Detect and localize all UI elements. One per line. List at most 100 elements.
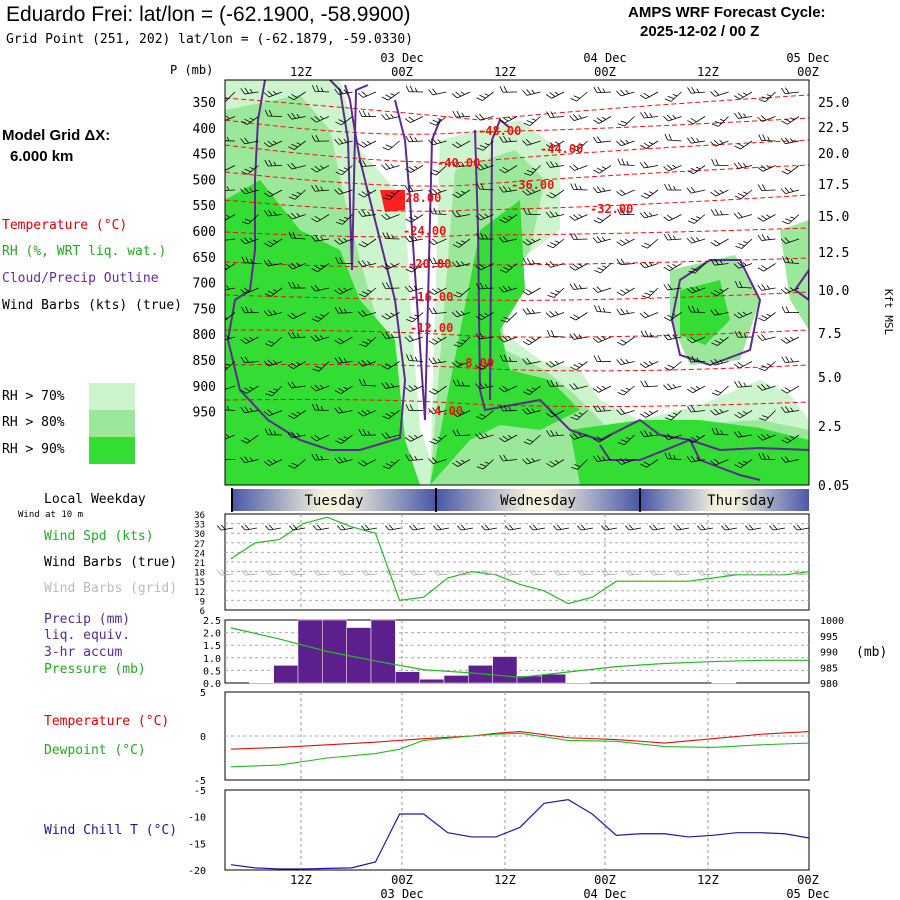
wind-barb <box>499 263 518 273</box>
bottom-date-label-2: 04 Dec <box>583 887 626 900</box>
wind-barb <box>546 459 565 468</box>
wind-barb <box>288 281 306 289</box>
wind-speed-line <box>230 516 810 605</box>
wind-barb <box>639 91 659 100</box>
wind-barb-grid <box>361 569 378 576</box>
wind-barb <box>475 432 494 440</box>
bottom-hour-label-5: 12Z <box>697 873 719 887</box>
wind-barb <box>404 285 424 293</box>
wind-barb <box>405 214 424 223</box>
wind-barb <box>240 456 259 464</box>
wind-barb <box>569 263 588 271</box>
wind-barb <box>241 434 259 444</box>
wind-barb <box>287 262 306 270</box>
wind-barb-grid <box>793 569 810 576</box>
wind-barb <box>593 116 612 124</box>
wind-barb <box>663 312 682 321</box>
wind-barb <box>710 287 729 297</box>
wind-barb-true <box>409 524 426 531</box>
wind-barb <box>381 282 400 289</box>
wind-barb <box>428 138 447 146</box>
wind-barb <box>310 165 330 173</box>
wind-barb <box>406 312 424 323</box>
height-tick-0: 25.0 <box>818 96 849 111</box>
wind-barb <box>524 165 541 176</box>
wind-barb-grid <box>457 569 474 576</box>
height-tick-8: 5.0 <box>818 371 841 386</box>
wind-barb <box>594 263 612 274</box>
wind-barb <box>593 434 612 443</box>
weekday-wednesday: Wednesday <box>500 493 576 509</box>
wind-barb <box>523 385 541 395</box>
wind-barb <box>310 284 330 292</box>
wind-barb <box>686 286 706 294</box>
precip-bar <box>346 627 372 684</box>
wind-barb <box>711 336 729 346</box>
wind-barb <box>569 283 588 290</box>
wind-barb <box>711 385 729 396</box>
wind-barb <box>686 336 706 344</box>
wind-barb <box>500 312 518 323</box>
wind-barb <box>357 310 377 317</box>
wind-barb-grid <box>745 569 762 576</box>
wind-barb-true <box>385 524 402 531</box>
wind-barb <box>382 232 400 240</box>
wind-barb <box>287 312 306 320</box>
wind-barb <box>780 287 800 294</box>
wind-barb <box>733 311 753 319</box>
wind-barb <box>334 138 353 145</box>
weekday-bar: Tuesday Wednesday Thursday <box>231 488 809 512</box>
contour-label-minus-44: -44.00 <box>540 142 583 156</box>
wind-barb <box>523 434 541 445</box>
wind-barb <box>225 361 236 372</box>
wind-barb <box>358 210 377 217</box>
wind-barb-grid <box>265 569 282 576</box>
wind-barb <box>428 407 447 415</box>
wind-barb <box>687 165 706 175</box>
precip-tick-2.0: 2.0 <box>203 629 221 640</box>
wind-barb-true <box>673 524 690 531</box>
top-date-label-3: 05 Dec <box>786 51 829 65</box>
wind-barb <box>225 115 236 123</box>
bottom-hour-label-4: 00Z <box>594 873 616 887</box>
top-hour-label-1: 12Z <box>290 65 312 79</box>
wind-barb <box>639 311 659 319</box>
wind-barb <box>569 312 588 321</box>
wind-barb <box>357 459 377 467</box>
wind-chill-panel-frame <box>224 789 810 871</box>
wind-barb <box>733 430 753 438</box>
pressure-tick-980: 980 <box>820 679 838 690</box>
wind-barb <box>499 214 518 224</box>
cross-section-wind-barbs <box>225 84 800 470</box>
wind-barb-grid <box>673 569 690 576</box>
wind-barb <box>335 165 353 176</box>
wind-barb <box>240 356 259 364</box>
wind-barb-grid <box>601 569 618 576</box>
wind-barb <box>287 361 306 370</box>
wind-barb <box>570 410 588 421</box>
wind-barb <box>687 86 706 94</box>
wind-barb <box>688 263 706 274</box>
wind-barb <box>641 238 659 249</box>
wind-barb-true <box>457 524 474 531</box>
temperature-label: Temperature (°C) <box>44 714 170 729</box>
wind-barb <box>225 384 236 391</box>
grid-point-label: Grid Point (251, 202) lat/lon = (-62.187… <box>6 32 413 47</box>
wind-barb <box>781 406 800 413</box>
wind-barb <box>287 331 306 339</box>
wind-barb <box>451 310 471 318</box>
wind-barb <box>240 237 259 245</box>
wind-barb <box>733 262 753 269</box>
wind-tick-9: 9 <box>200 597 205 607</box>
wind-barb <box>710 208 729 216</box>
rh-key-90-swatch <box>89 437 135 464</box>
wind-barb <box>759 410 776 421</box>
pressure-tick-900: 900 <box>193 380 216 395</box>
wind-barb <box>641 287 659 299</box>
wind-barb <box>428 188 447 196</box>
wind-barb-true <box>337 524 354 531</box>
wind-speed-label: Wind Spd (kts) <box>44 529 154 544</box>
pressure-label: Pressure (mb) <box>44 662 146 677</box>
wind-barb <box>428 357 447 365</box>
wind-barb <box>711 427 729 436</box>
